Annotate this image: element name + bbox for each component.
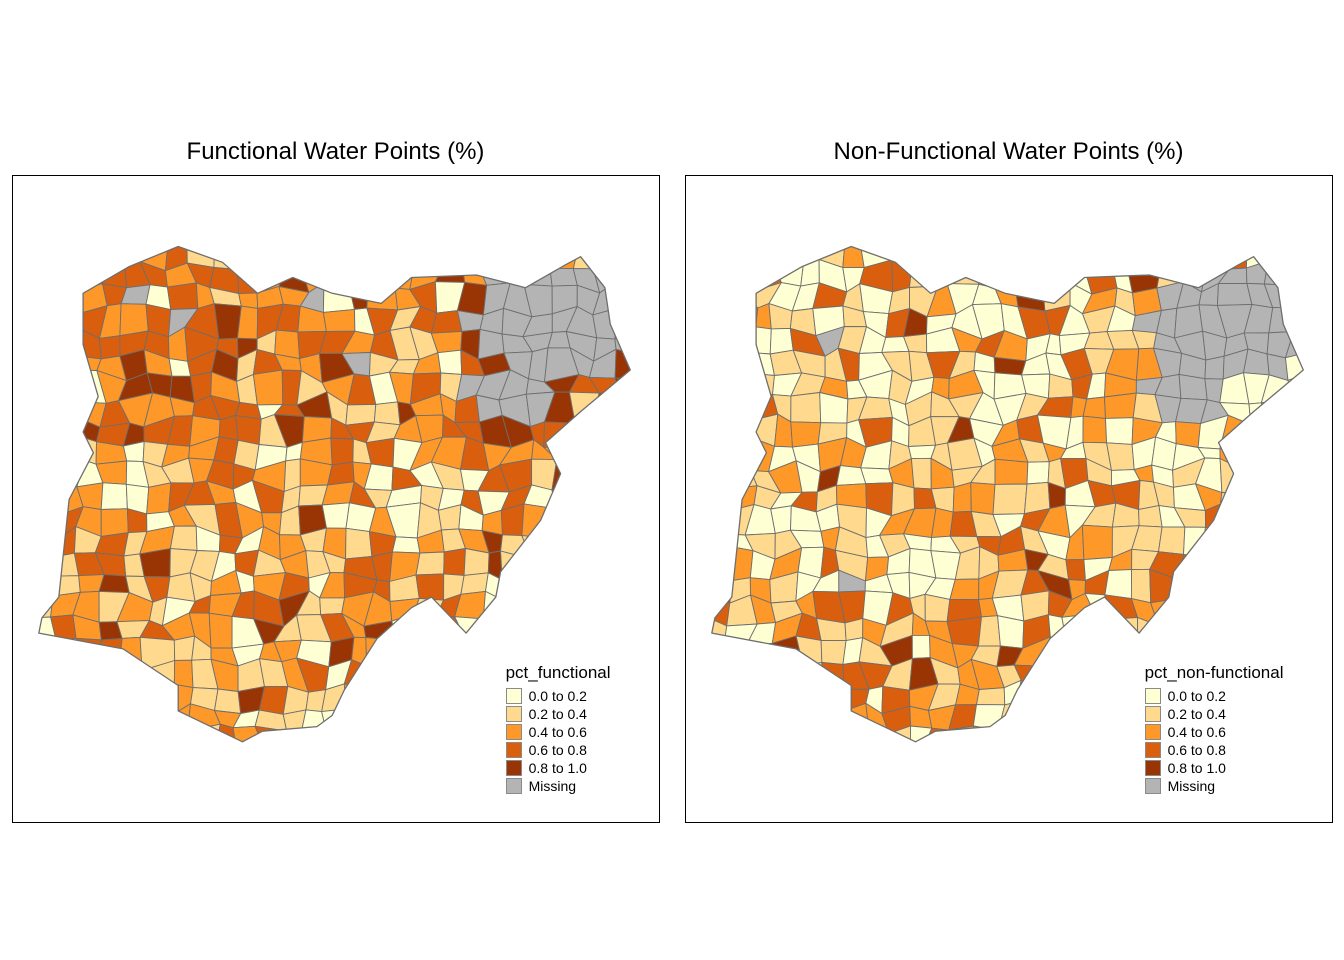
panel-non-functional: Non-Functional Water Points (%) pct_non-…	[684, 138, 1333, 823]
legend-swatch	[505, 778, 522, 794]
legend-swatch	[1144, 742, 1161, 758]
legend-swatch	[1144, 760, 1161, 776]
legend-label: 0.8 to 1.0	[528, 760, 587, 776]
legend-label: 0.0 to 0.2	[1167, 688, 1226, 704]
legend-item: 0.4 to 0.6	[505, 724, 611, 740]
legend-swatch	[505, 706, 522, 722]
legend-swatch	[1144, 724, 1161, 740]
legend-label: 0.4 to 0.6	[528, 724, 587, 740]
legend-label: 0.6 to 0.8	[1167, 742, 1226, 758]
legend-title-functional: pct_functional	[505, 663, 611, 682]
legend-swatch	[505, 760, 522, 776]
legend-item: 0.0 to 0.2	[505, 688, 611, 704]
legend-item: 0.2 to 0.4	[505, 706, 611, 722]
legend-swatch	[505, 742, 522, 758]
legend-item: 0.8 to 1.0	[1144, 760, 1284, 776]
legend-swatch	[505, 688, 522, 704]
legend-label: 0.2 to 0.4	[528, 706, 587, 722]
legend-label: Missing	[528, 778, 577, 794]
legend-label: 0.4 to 0.6	[1167, 724, 1226, 740]
figure-water-points-maps: Functional Water Points (%) pct_function…	[11, 138, 1333, 823]
legend-label: 0.6 to 0.8	[528, 742, 587, 758]
legend-item: 0.6 to 0.8	[1144, 742, 1284, 758]
map-frame-functional: pct_functional 0.0 to 0.2 0.2 to 0.4 0.4 t…	[11, 175, 660, 823]
legend-swatch	[1144, 706, 1161, 722]
panel-title-functional: Functional Water Points (%)	[186, 138, 485, 165]
legend-item: 0.0 to 0.2	[1144, 688, 1284, 704]
legend-swatch	[505, 724, 522, 740]
legend-non-functional: pct_non-functional 0.0 to 0.2 0.2 to 0.4 0…	[1140, 661, 1288, 798]
legend-functional: pct_functional 0.0 to 0.2 0.2 to 0.4 0.4 t…	[501, 661, 615, 798]
legend-label: 0.2 to 0.4	[1167, 706, 1226, 722]
panel-functional: Functional Water Points (%) pct_function…	[11, 138, 660, 823]
legend-label: 0.8 to 1.0	[1167, 760, 1226, 776]
legend-item: Missing	[1144, 778, 1284, 794]
legend-item: 0.6 to 0.8	[505, 742, 611, 758]
legend-items-functional: 0.0 to 0.2 0.2 to 0.4 0.4 to 0.6 0.6 to 0.8…	[505, 688, 611, 794]
legend-item: 0.2 to 0.4	[1144, 706, 1284, 722]
legend-swatch	[1144, 778, 1161, 794]
legend-items-non-functional: 0.0 to 0.2 0.2 to 0.4 0.4 to 0.6 0.6 to 0.8…	[1144, 688, 1284, 794]
legend-label: 0.0 to 0.2	[528, 688, 587, 704]
legend-item: Missing	[505, 778, 611, 794]
map-frame-non-functional: pct_non-functional 0.0 to 0.2 0.2 to 0.4 0…	[684, 175, 1333, 823]
legend-item: 0.8 to 1.0	[505, 760, 611, 776]
legend-label: Missing	[1167, 778, 1216, 794]
legend-swatch	[1144, 688, 1161, 704]
legend-title-non-functional: pct_non-functional	[1144, 663, 1284, 682]
legend-item: 0.4 to 0.6	[1144, 724, 1284, 740]
panel-title-non-functional: Non-Functional Water Points (%)	[833, 138, 1184, 165]
